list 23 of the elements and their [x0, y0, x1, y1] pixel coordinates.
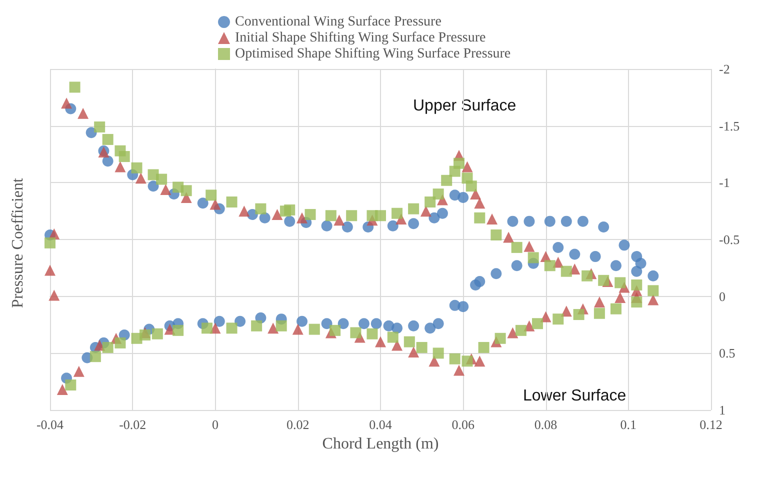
- x-tick-label: 0.02: [286, 417, 310, 432]
- legend-label: Initial Shape Shifting Wing Surface Pressure: [235, 30, 486, 46]
- x-axis-title: Chord Length (m): [322, 436, 439, 452]
- annotation: Upper Surface: [413, 98, 516, 114]
- y-tick-label: -1.5: [719, 118, 740, 134]
- y-axis-title: Pressure Coefficient: [10, 178, 26, 308]
- x-tick-label: 0.08: [534, 417, 558, 432]
- legend-label: Conventional Wing Surface Pressure: [235, 14, 442, 30]
- x-tick-label: 0.12: [700, 417, 722, 432]
- x-tick-label: 0.06: [452, 417, 475, 432]
- annotation: Lower Surface: [523, 388, 626, 404]
- x-tick-label: -0.04: [36, 417, 64, 432]
- y-tick-label: 0: [719, 288, 726, 304]
- x-tick-label: 0.1: [620, 417, 636, 432]
- x-tick-label: 0: [212, 417, 218, 432]
- legend-label: Optimised Shape Shifting Wing Surface Pressure: [235, 46, 511, 62]
- y-tick-label: 1: [719, 402, 726, 418]
- y-tick-label: -2: [719, 62, 730, 76]
- y-tick-label: 0.5: [719, 346, 736, 361]
- x-tick-label: -0.02: [119, 417, 146, 432]
- x-tick-label: 0.04: [369, 417, 392, 432]
- y-tick-label: -1: [719, 175, 730, 190]
- y-tick-label: -0.5: [719, 232, 740, 247]
